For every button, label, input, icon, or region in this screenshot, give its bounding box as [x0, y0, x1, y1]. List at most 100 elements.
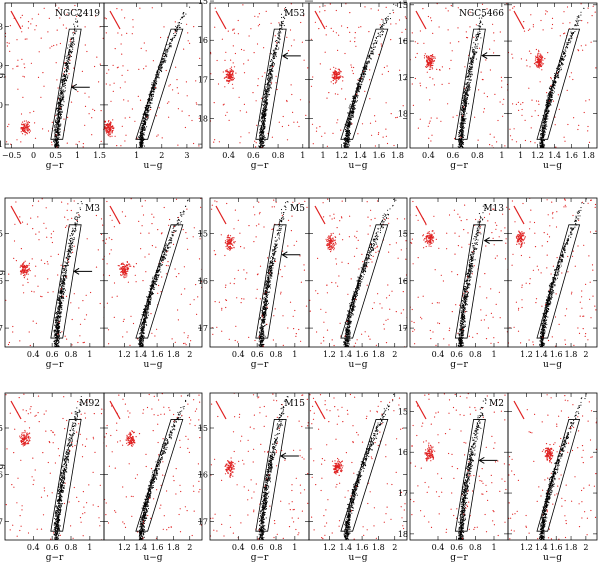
- field-star: [16, 139, 18, 141]
- field-star: [307, 67, 309, 69]
- cluster-star: [478, 26, 480, 28]
- cluster-star: [369, 54, 371, 56]
- cluster-star: [480, 37, 482, 39]
- cluster-star: [346, 125, 348, 127]
- cluster-star: [65, 69, 67, 72]
- cluster-star: [464, 114, 466, 116]
- field-star: [386, 65, 388, 67]
- cluster-star: [141, 140, 143, 142]
- field-star: [24, 128, 26, 130]
- cluster-star: [366, 61, 368, 63]
- field-star: [477, 139, 479, 141]
- field-star: [84, 124, 86, 126]
- cluster-star: [264, 118, 266, 120]
- field-star: [429, 99, 431, 101]
- cluster-star: [477, 43, 479, 45]
- field-star: [493, 40, 495, 42]
- field-star: [186, 23, 188, 25]
- cluster-star: [381, 25, 383, 27]
- field-star: [330, 27, 332, 29]
- field-star: [248, 35, 250, 37]
- field-star: [351, 66, 353, 68]
- cluster-star: [358, 85, 360, 87]
- field-star: [77, 90, 79, 93]
- selection-box: [340, 28, 389, 140]
- cluster-star: [554, 88, 556, 90]
- field-star: [232, 74, 234, 76]
- cluster-star: [285, 11, 287, 13]
- field-star: [27, 130, 29, 132]
- cluster-star: [275, 48, 277, 50]
- cluster-star: [67, 76, 69, 78]
- selection-box: [50, 28, 82, 140]
- cluster-star: [356, 96, 358, 98]
- cluster-star: [562, 53, 564, 56]
- x-axis-label: g−r: [46, 161, 64, 171]
- cluster-star: [262, 132, 265, 134]
- field-star: [349, 40, 351, 42]
- cluster-star: [345, 144, 347, 146]
- cluster-star: [71, 38, 73, 40]
- field-star: [181, 110, 183, 112]
- x-axis-label: g−r: [251, 161, 269, 171]
- field-star: [20, 141, 22, 143]
- cluster-star: [144, 123, 146, 125]
- selection-box: [255, 28, 287, 140]
- cluster-star: [139, 146, 141, 148]
- cluster-star: [464, 102, 466, 104]
- cluster-star: [264, 114, 266, 117]
- panel-2-1: 1 1.2 1.4 1.6 1.8u−g: [507, 2, 598, 171]
- field-star: [113, 82, 115, 84]
- cluster-star: [348, 136, 350, 138]
- cluster-star: [162, 57, 164, 60]
- cluster-star: [54, 142, 56, 144]
- field-star: [339, 71, 341, 73]
- field-star: [369, 122, 372, 124]
- cluster-star: [259, 136, 261, 139]
- cluster-star: [268, 89, 270, 91]
- cluster-star: [358, 91, 360, 93]
- cluster-star: [59, 134, 61, 136]
- cluster-star: [141, 126, 143, 128]
- cluster-star: [382, 24, 384, 26]
- cluster-star: [458, 142, 460, 144]
- field-star: [123, 99, 125, 101]
- cluster-star: [177, 29, 179, 31]
- cluster-star: [382, 31, 384, 33]
- cluster-star: [149, 99, 151, 101]
- field-star: [370, 8, 372, 10]
- cluster-star: [262, 105, 265, 107]
- field-star: [107, 134, 109, 136]
- cluster-star: [259, 134, 261, 137]
- cluster-star: [140, 143, 142, 145]
- field-star: [419, 85, 422, 87]
- field-star: [98, 81, 100, 83]
- field-star: [497, 119, 499, 122]
- cluster-star: [139, 140, 141, 142]
- cluster-star: [266, 89, 268, 91]
- cluster-star: [182, 16, 184, 18]
- cluster-star: [371, 50, 373, 52]
- field-star: [105, 131, 108, 133]
- cluster-star: [562, 63, 564, 65]
- field-star: [502, 103, 504, 105]
- field-star: [76, 15, 78, 17]
- cluster-star: [570, 36, 572, 38]
- cluster-star: [74, 30, 76, 32]
- field-star: [104, 124, 106, 126]
- cluster-star: [140, 134, 142, 136]
- cluster-star: [159, 67, 161, 69]
- field-star: [110, 127, 112, 129]
- cluster-star: [262, 120, 264, 123]
- cluster-star: [69, 62, 71, 64]
- field-star: [28, 130, 30, 132]
- field-star: [426, 71, 428, 73]
- cluster-star: [459, 132, 461, 134]
- cluster-star: [57, 130, 59, 132]
- field-star: [324, 5, 326, 7]
- cluster-star: [261, 111, 264, 113]
- cluster-star: [458, 141, 460, 143]
- cluster-star: [259, 120, 261, 122]
- field-star: [139, 7, 141, 9]
- field-star: [300, 21, 302, 24]
